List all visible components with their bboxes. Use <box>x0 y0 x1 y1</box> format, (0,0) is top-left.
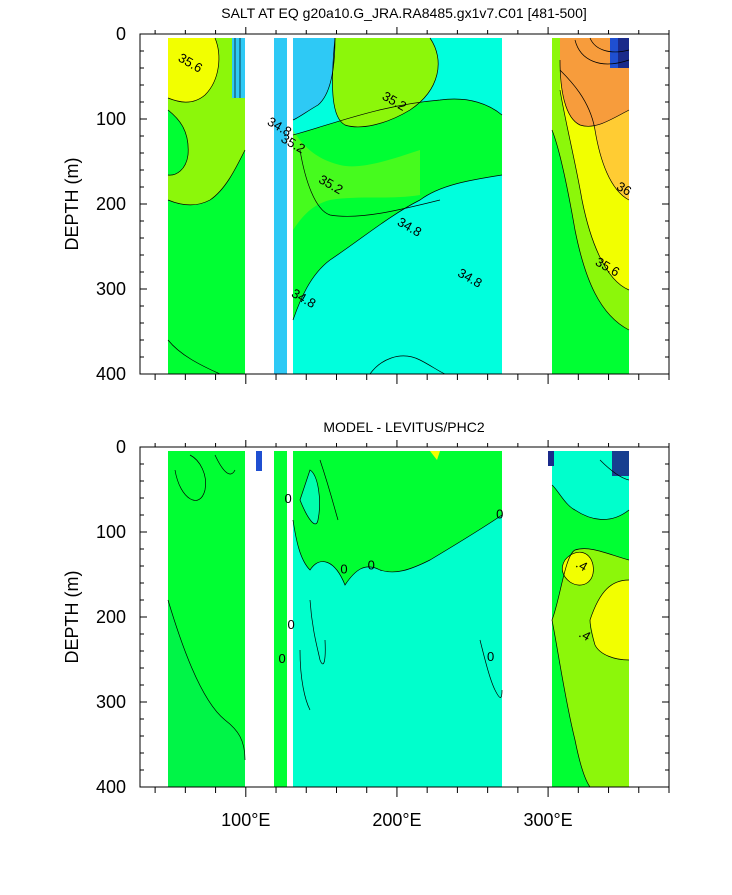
bottom-contour-label: 0 <box>496 506 503 521</box>
bottom-fill-west-teal <box>168 600 245 787</box>
bottom-fill-atlantic-teal <box>552 451 629 520</box>
bottom-contour-line <box>299 649 311 711</box>
top-contour-line <box>167 149 246 206</box>
bottom-y-tick-label: 300 <box>96 692 126 712</box>
top-fill-pacific-green-tongue <box>293 130 420 230</box>
top-fill-atlantic-surface2 <box>610 38 618 68</box>
bottom-fill-atlantic-green <box>552 485 629 620</box>
bottom-contour-line <box>174 454 206 501</box>
top-fill-west-yellow <box>168 38 219 103</box>
bottom-y-tick-label: 400 <box>96 777 126 797</box>
top-contour-line <box>559 89 630 291</box>
top-fill-atlantic-surface <box>618 38 629 68</box>
top-contour-line <box>332 37 439 128</box>
top-contour-line <box>559 69 630 201</box>
top-contour-line <box>292 174 503 321</box>
top-y-tick-label: 200 <box>96 194 126 214</box>
bottom-fill-atlantic-green2 <box>552 620 590 787</box>
top-contour-line <box>369 355 446 374</box>
bottom-contour-label: 0 <box>368 557 375 572</box>
top-y-tick-label: 0 <box>116 24 126 44</box>
bottom-contour-line <box>589 579 630 621</box>
bottom-fill-island-top <box>256 451 262 471</box>
bottom-contour-line <box>551 619 591 787</box>
top-y-ticks: 0 100 200 300 400 <box>96 24 669 384</box>
top-y-axis-title: DEPTH (m) <box>62 158 82 251</box>
bottom-y-ticks: 0 100 200 300 400 <box>96 437 669 797</box>
top-contour-line <box>299 149 441 217</box>
top-fill-pacific-lightgreen <box>332 38 439 127</box>
top-contour-line <box>292 98 503 136</box>
bottom-x-ticks: 100°E 200°E 300°E <box>154 440 670 830</box>
bottom-fill-island-strip <box>274 451 287 787</box>
bottom-contour-label: 0 <box>285 491 292 506</box>
bottom-fill-atlantic-surface <box>612 451 629 476</box>
bottom-contour-line <box>561 552 594 586</box>
bottom-contour-line <box>214 454 236 475</box>
top-y-tick-label: 100 <box>96 109 126 129</box>
bottom-contour-line <box>551 548 630 621</box>
bottom-contour-label: 0 <box>487 649 494 664</box>
bottom-contour-line <box>589 619 630 661</box>
top-y-tick-label: 400 <box>96 364 126 384</box>
bottom-y-tick-label: 200 <box>96 607 126 627</box>
top-y-tick-label: 300 <box>96 279 126 299</box>
bottom-contour-labels: 000 000 0.4.4 <box>278 491 593 666</box>
bottom-fill-pacific-green <box>293 451 502 585</box>
bottom-contour-line <box>292 514 503 586</box>
bottom-contour-line <box>599 459 630 481</box>
bottom-contour-lines <box>167 454 630 787</box>
bottom-x-tick-label: 100°E <box>221 810 270 830</box>
bottom-fill-atlantic-yellow2 <box>590 580 629 660</box>
top-contour-line <box>167 37 220 103</box>
bottom-contour-line <box>551 484 630 520</box>
bottom-x-tick-label: 300°E <box>523 810 572 830</box>
top-fill-pacific-west-cyan <box>293 38 335 120</box>
bottom-chart-title: MODEL - LEVITUS/PHC2 <box>323 419 485 435</box>
top-fill-west-edge <box>232 38 245 98</box>
top-fill-island-strip <box>274 38 287 374</box>
top-contour-line <box>167 339 221 374</box>
top-contour-fill <box>168 38 629 374</box>
top-contour-line <box>551 129 630 331</box>
bottom-fill-atlantic-yellow1 <box>562 552 594 586</box>
bottom-y-axis-title: DEPTH (m) <box>62 571 82 664</box>
bottom-contour-line <box>309 599 326 665</box>
top-contour-line <box>574 39 630 65</box>
bottom-contour-line <box>299 469 320 525</box>
bottom-fill-atlantic-surface2 <box>548 451 554 466</box>
bottom-x-tick-label: 200°E <box>372 810 421 830</box>
top-contour-line <box>559 59 630 127</box>
bottom-contour-label: 0 <box>340 562 347 577</box>
top-contour-lines <box>167 37 630 374</box>
bottom-contour-fill <box>168 451 629 787</box>
bottom-y-tick-label: 0 <box>116 437 126 457</box>
top-fill-pacific-thermocline <box>293 99 502 321</box>
bottom-y-tick-label: 100 <box>96 522 126 542</box>
bottom-contour-line <box>167 599 246 761</box>
top-fill-west-green-pocket <box>168 110 189 176</box>
bottom-contour-label: 0 <box>288 617 295 632</box>
bottom-contour-label: 0 <box>278 651 285 666</box>
top-x-ticks <box>154 27 670 384</box>
bottom-contour-line <box>319 459 339 521</box>
bottom-contour-line <box>479 639 503 698</box>
top-contour-line <box>589 37 630 53</box>
top-contour-line <box>167 109 189 176</box>
top-contour-line <box>292 37 336 121</box>
bottom-fill-pacific-yellow <box>430 451 440 460</box>
top-fill-west-deep <box>168 340 220 374</box>
top-contour-label: 36 <box>614 179 634 199</box>
top-chart-title: SALT AT EQ g20a10.G_JRA.RA8485.gx1v7.C01… <box>221 5 587 21</box>
